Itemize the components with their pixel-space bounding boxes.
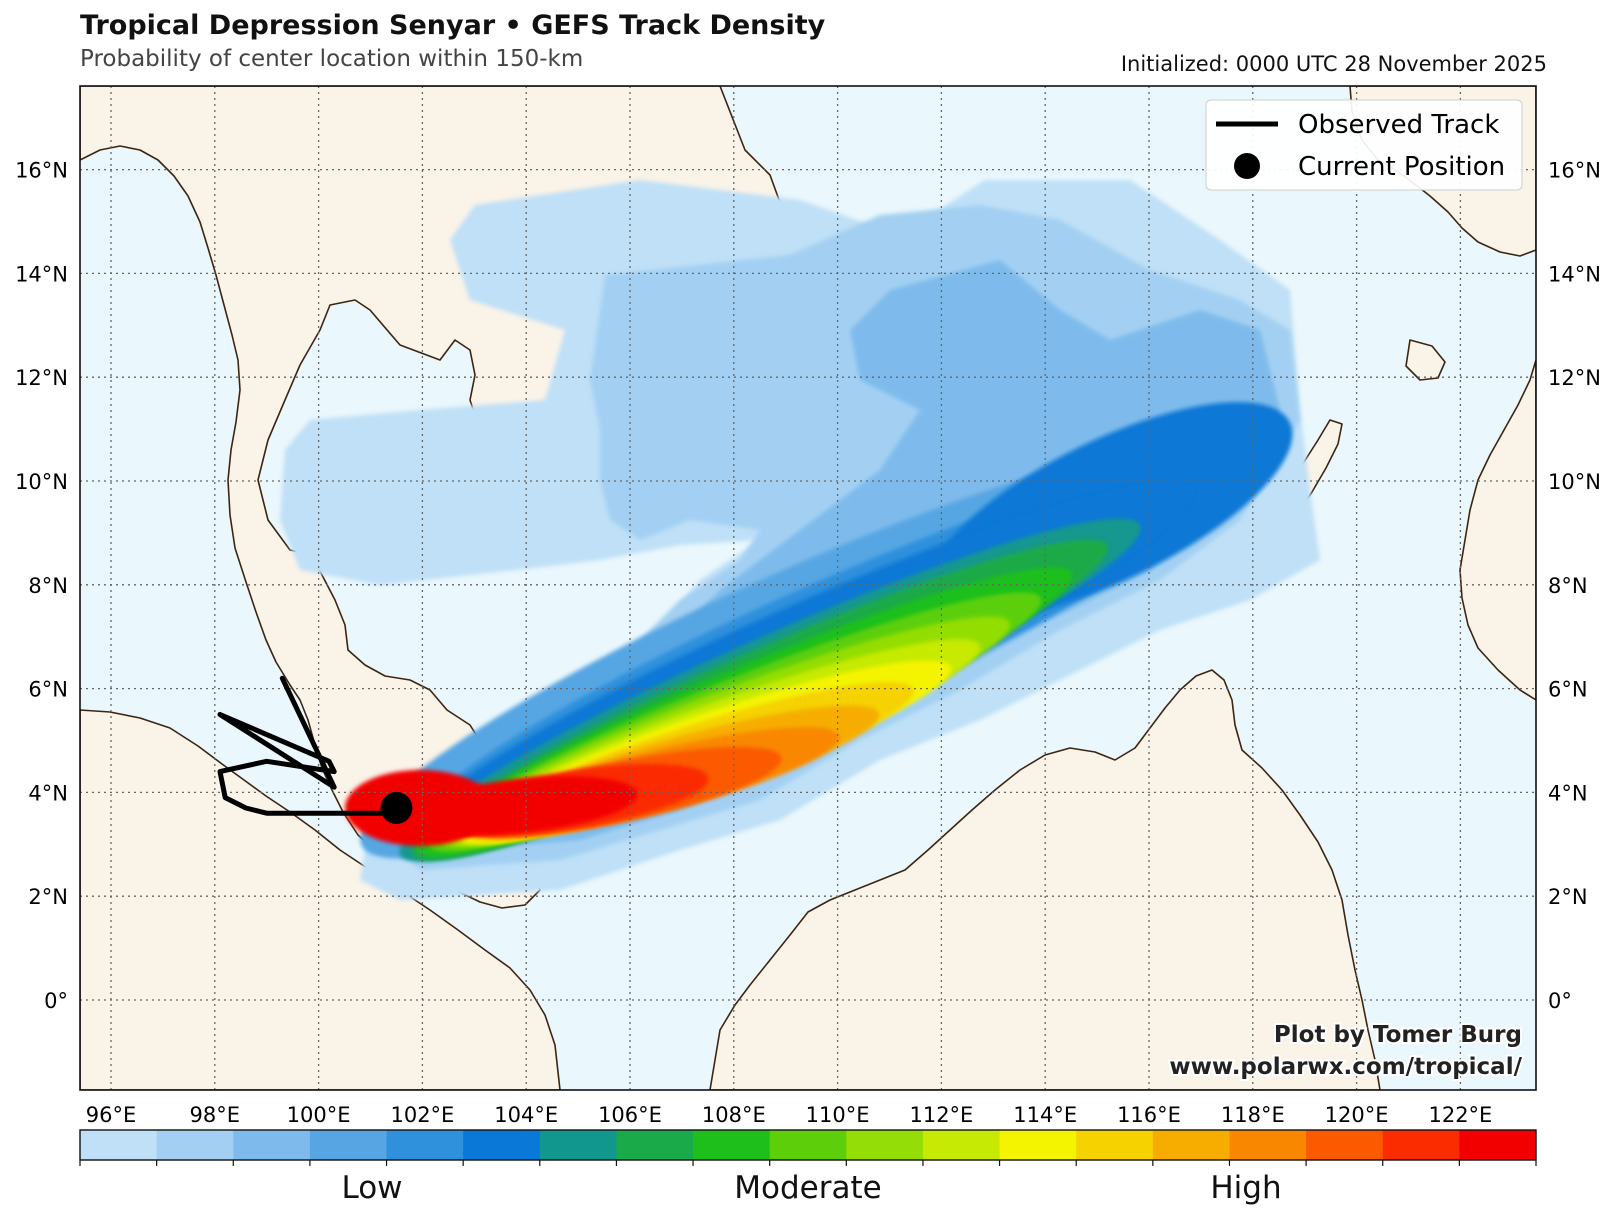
lat-label: 14°N bbox=[1548, 262, 1601, 286]
density-core-red-west bbox=[345, 770, 495, 846]
colorbar-swatch bbox=[1229, 1130, 1307, 1160]
credit-url: www.polarwx.com/tropical/ bbox=[1169, 1054, 1522, 1080]
colorbar-swatch bbox=[1459, 1130, 1537, 1160]
lat-label: 12°N bbox=[1548, 366, 1601, 390]
lat-label: 6°N bbox=[1548, 678, 1588, 702]
lon-label: 100°E bbox=[287, 1103, 351, 1127]
colorbar-swatch bbox=[999, 1130, 1077, 1160]
longitude-labels: 96°E 98°E 100°E 102°E 104°E 106°E 108°E 110°E 11… bbox=[86, 1103, 1493, 1127]
colorbar-swatch bbox=[922, 1130, 1001, 1160]
lat-label: 16°N bbox=[1548, 159, 1601, 183]
lat-label: 10°N bbox=[15, 470, 68, 494]
colorbar-swatch bbox=[693, 1130, 771, 1160]
lon-label: 114°E bbox=[1013, 1103, 1077, 1127]
colorbar-swatch bbox=[309, 1130, 388, 1160]
lat-label: 2°N bbox=[28, 885, 68, 909]
legend-current-position: Current Position bbox=[1298, 152, 1505, 182]
lon-label: 118°E bbox=[1221, 1103, 1285, 1127]
lat-label: 12°N bbox=[15, 366, 68, 390]
lon-label: 104°E bbox=[494, 1103, 558, 1127]
lat-label: 0° bbox=[1548, 989, 1572, 1013]
plot-frame bbox=[79, 85, 1537, 1091]
initialized-time: Initialized: 0000 UTC 28 November 2025 bbox=[1120, 52, 1547, 76]
colorbar-swatch bbox=[846, 1130, 924, 1160]
lon-label: 122°E bbox=[1428, 1103, 1492, 1127]
lon-label: 112°E bbox=[909, 1103, 973, 1127]
colorbar-swatch bbox=[769, 1130, 847, 1160]
lon-label: 116°E bbox=[1117, 1103, 1181, 1127]
colorbar-swatch bbox=[539, 1130, 617, 1160]
lat-label: 8°N bbox=[1548, 574, 1588, 598]
colorbar-swatch bbox=[1306, 1130, 1384, 1160]
lon-label: 106°E bbox=[598, 1103, 662, 1127]
colorbar-label-high: High bbox=[1210, 1170, 1282, 1206]
lon-label: 120°E bbox=[1325, 1103, 1389, 1127]
colorbar-swatch bbox=[463, 1130, 541, 1160]
colorbar-label-low: Low bbox=[341, 1170, 403, 1206]
lat-label: 0° bbox=[44, 989, 68, 1013]
map-subtitle: Probability of center location within 15… bbox=[80, 46, 584, 72]
credit: Plot by Tomer Burg www.polarwx.com/tropi… bbox=[1167, 1020, 1524, 1082]
latitude-labels-left: 16°N 14°N 12°N 10°N 8°N 6°N 4°N 2°N 0° bbox=[15, 159, 68, 1013]
colorbar-frame bbox=[79, 1129, 1537, 1161]
colorbar-swatch bbox=[386, 1130, 464, 1160]
observed-track-line bbox=[217, 675, 399, 816]
map-title: Tropical Depression Senyar • GEFS Track … bbox=[80, 10, 826, 41]
lon-label: 108°E bbox=[702, 1103, 766, 1127]
colorbar-swatch bbox=[616, 1130, 694, 1160]
legend-observed-track: Observed Track bbox=[1298, 110, 1499, 140]
lat-label: 16°N bbox=[15, 159, 68, 183]
colorbar-swatch bbox=[80, 1130, 158, 1160]
lon-label: 98°E bbox=[190, 1103, 241, 1127]
current-position-swatch bbox=[1234, 153, 1260, 179]
philippines-visayas-land bbox=[1459, 359, 1536, 701]
map-legend: Observed Track Current Position bbox=[1205, 99, 1523, 191]
lat-label: 2°N bbox=[1548, 885, 1588, 909]
lon-label: 102°E bbox=[390, 1103, 454, 1127]
lat-label: 4°N bbox=[28, 781, 68, 805]
current-position-marker bbox=[380, 791, 413, 824]
lat-label: 14°N bbox=[15, 262, 68, 286]
legend-box bbox=[1205, 99, 1523, 191]
lon-label: 96°E bbox=[86, 1103, 137, 1127]
lat-label: 6°N bbox=[28, 678, 68, 702]
colorbar bbox=[79, 1129, 1537, 1166]
colorbar-label-moderate: Moderate bbox=[734, 1170, 882, 1206]
colorbar-swatch bbox=[233, 1130, 311, 1160]
lat-label: 10°N bbox=[1548, 470, 1601, 494]
mindoro-land bbox=[1405, 339, 1446, 381]
latitude-labels-right: 16°N 14°N 12°N 10°N 8°N 6°N 4°N 2°N 0° bbox=[1548, 159, 1601, 1013]
lat-label: 4°N bbox=[1548, 781, 1588, 805]
colorbar-swatch bbox=[1382, 1130, 1460, 1160]
colorbar-swatch bbox=[156, 1130, 234, 1160]
credit-author: Plot by Tomer Burg bbox=[1274, 1022, 1522, 1048]
lon-label: 110°E bbox=[806, 1103, 870, 1127]
lat-label: 8°N bbox=[28, 574, 68, 598]
colorbar-swatch bbox=[1076, 1130, 1154, 1160]
colorbar-swatch bbox=[1152, 1130, 1230, 1160]
density-field bbox=[280, 180, 1320, 900]
